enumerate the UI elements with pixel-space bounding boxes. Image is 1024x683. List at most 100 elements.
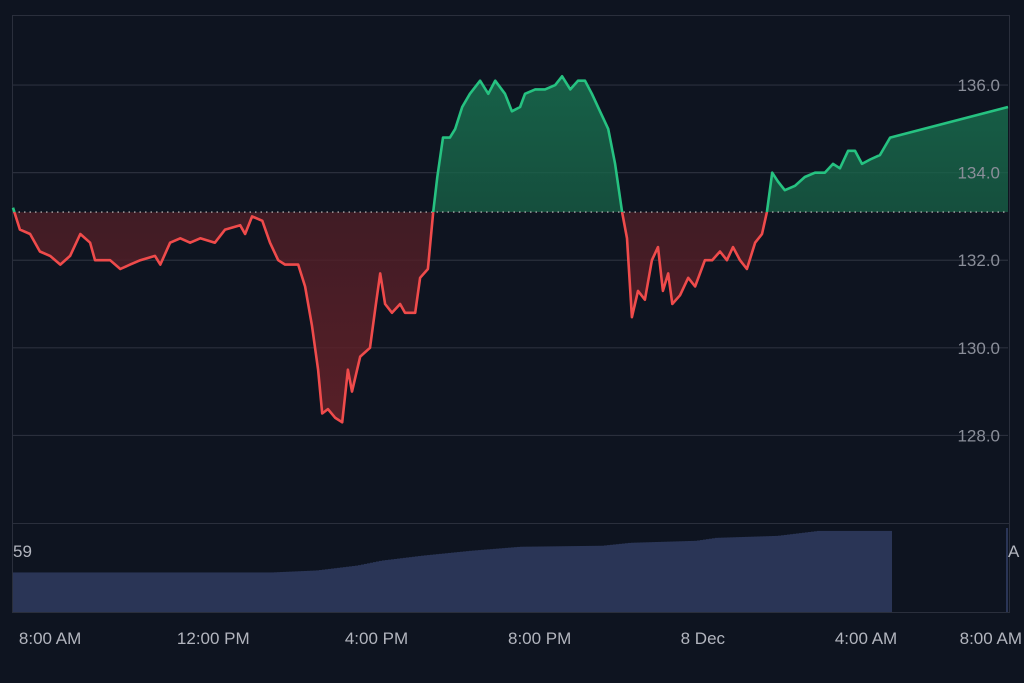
volume-bar [832,530,835,612]
volume-bar [436,554,439,612]
volume-bar [667,541,670,612]
volume-bar [469,550,472,612]
volume-bar [670,541,673,612]
x-tick-label: 4:00 PM [345,629,408,648]
volume-bar [448,552,451,612]
volume-bar [139,572,142,612]
volume-bar [79,572,82,612]
volume-bar [535,546,538,612]
volume-bar [424,555,427,612]
volume-bar [481,549,484,612]
volume-bar [739,537,742,612]
volume-bar [55,572,58,612]
x-tick-label: 8:00 AM [19,629,81,648]
volume-bar [868,530,871,612]
volume-bar [202,572,205,612]
volume-bar [262,572,265,612]
area-below-baseline [13,212,1008,423]
volume-bar [151,572,154,612]
y-tick-label: 130.0 [957,339,1000,358]
volume-bar [610,544,613,612]
volume-bar [475,550,478,612]
volume-bar [247,572,250,612]
volume-bar [703,539,706,612]
volume-bar [166,572,169,612]
volume-bar [67,572,70,612]
volume-bar [661,541,664,612]
volume-bar [157,572,160,612]
volume-bar [250,572,253,612]
volume-bar [583,545,586,612]
volume-bar [28,572,31,612]
volume-bar [190,572,193,612]
volume-bar [637,542,640,612]
volume-bar [358,565,361,612]
volume-bar [352,566,355,612]
volume-bar [364,563,367,612]
volume-bar [418,556,421,612]
volume-bar [220,572,223,612]
volume-bar [877,530,880,612]
volume-bar [547,546,550,612]
volume-bar [874,530,877,612]
volume-bar [541,546,544,612]
volume-bar [697,540,700,612]
volume-bar [298,571,301,612]
volume-bar [601,545,604,612]
volume-bar [349,566,352,612]
volume-bar [592,545,595,612]
volume-bar [112,572,115,612]
volume-bar [49,572,52,612]
volume-bar [757,536,760,612]
volume-bar [493,548,496,612]
volume-bar [628,542,631,612]
volume-bar [718,537,721,612]
volume-bar [223,572,226,612]
volume-bar [34,572,37,612]
volume-bar [235,572,238,612]
volume-bar [562,546,565,612]
volume-bar [40,572,43,612]
x-tick-label: 8 Dec [681,629,726,648]
volume-bar [655,542,658,612]
volume-bar [565,546,568,612]
volume-bar [763,536,766,612]
volume-bar [574,546,577,612]
volume-bar [511,547,514,612]
volume-bar [820,530,823,612]
volume-bar [400,558,403,612]
volume-bar [532,546,535,612]
volume-bar [580,545,583,612]
volume-bar [787,534,790,612]
volume-bar [196,572,199,612]
volume-bar [805,532,808,612]
volume-bar [454,552,457,612]
volume-bar [385,560,388,612]
volume-bar [550,546,553,612]
volume-bar [13,572,16,612]
volume-bar [508,547,511,612]
volume-bar [826,530,829,612]
volume-bar [37,572,40,612]
volume-bar [577,546,580,612]
volume-bar [691,540,694,612]
volume-bar [856,530,859,612]
volume-bar [397,558,400,612]
volume-bar [514,547,517,612]
volume-bar [772,535,775,612]
volume-bar [790,534,793,612]
volume-bar [415,556,418,612]
volume-bar [325,569,328,612]
volume-bar [379,560,382,612]
volume-bar [274,572,277,612]
volume-bar [43,572,46,612]
volume-bar [625,543,628,612]
volume-bar [100,572,103,612]
volume-bar [640,542,643,612]
volume-bar [766,536,769,612]
volume-bar [850,530,853,612]
volume-bar [103,572,106,612]
volume-bar [712,538,715,612]
volume-bar [187,572,190,612]
volume-bar [523,546,526,612]
